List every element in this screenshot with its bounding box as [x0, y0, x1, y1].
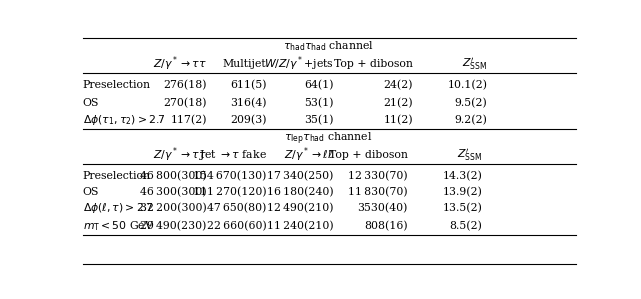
Text: $Z/\gamma^* \rightarrow \tau\tau$: $Z/\gamma^* \rightarrow \tau\tau$: [153, 146, 207, 164]
Text: 270(18): 270(18): [163, 97, 207, 108]
Text: $\Delta\phi(\tau_1, \tau_2) > 2.7$: $\Delta\phi(\tau_1, \tau_2) > 2.7$: [83, 113, 165, 127]
Text: 316(4): 316(4): [230, 97, 267, 108]
Text: 53(1): 53(1): [304, 97, 333, 108]
Text: 808(16): 808(16): [364, 221, 408, 231]
Text: 32 200(300): 32 200(300): [140, 203, 207, 213]
Text: Preselection: Preselection: [83, 171, 151, 181]
Text: 64(1): 64(1): [304, 80, 333, 91]
Text: 24(2): 24(2): [383, 80, 413, 91]
Text: 12 490(210): 12 490(210): [267, 203, 333, 213]
Text: 117(2): 117(2): [171, 115, 207, 125]
Text: Preselection: Preselection: [83, 80, 151, 90]
Text: $\Delta\phi(\ell, \tau) > 2.7$: $\Delta\phi(\ell, \tau) > 2.7$: [83, 201, 153, 215]
Text: $m_{\rm T} < 50$ GeV: $m_{\rm T} < 50$ GeV: [83, 219, 154, 233]
Text: 8.5(2): 8.5(2): [449, 221, 483, 231]
Text: OS: OS: [83, 187, 99, 197]
Text: 17 340(250): 17 340(250): [267, 170, 333, 181]
Text: 11(2): 11(2): [383, 115, 413, 125]
Text: 13.9(2): 13.9(2): [443, 187, 483, 197]
Text: $\tau_{\rm lep}\tau_{\rm had}$ channel: $\tau_{\rm lep}\tau_{\rm had}$ channel: [285, 130, 372, 147]
Text: $W/Z/\gamma^*$+jets: $W/Z/\gamma^*$+jets: [263, 54, 333, 73]
Text: 46 300(300): 46 300(300): [140, 187, 207, 197]
Text: 10.1(2): 10.1(2): [447, 80, 487, 91]
Text: 22 660(60): 22 660(60): [206, 221, 267, 231]
Text: 13.5(2): 13.5(2): [443, 203, 483, 213]
Text: 276(18): 276(18): [163, 80, 207, 91]
Text: 9.5(2): 9.5(2): [454, 97, 487, 108]
Text: 11 830(70): 11 830(70): [348, 187, 408, 197]
Text: $Z^{\prime}_{\rm SSM}$: $Z^{\prime}_{\rm SSM}$: [462, 56, 487, 71]
Text: $Z/\gamma^* \rightarrow \ell\ell$: $Z/\gamma^* \rightarrow \ell\ell$: [285, 146, 333, 164]
Text: 3530(40): 3530(40): [358, 203, 408, 213]
Text: 14.3(2): 14.3(2): [443, 170, 483, 181]
Text: 111 270(120): 111 270(120): [193, 187, 267, 197]
Text: 154 670(130): 154 670(130): [193, 170, 267, 181]
Text: Multijet: Multijet: [223, 59, 267, 68]
Text: 9.2(2): 9.2(2): [454, 115, 487, 125]
Text: 11 240(210): 11 240(210): [267, 221, 333, 231]
Text: 35(1): 35(1): [304, 115, 333, 125]
Text: $Z^{\prime}_{\rm SSM}$: $Z^{\prime}_{\rm SSM}$: [457, 147, 483, 163]
Text: 21(2): 21(2): [383, 97, 413, 108]
Text: $Z/\gamma^* \rightarrow \tau\tau$: $Z/\gamma^* \rightarrow \tau\tau$: [153, 54, 207, 73]
Text: Jet $\rightarrow \tau$ fake: Jet $\rightarrow \tau$ fake: [199, 148, 267, 162]
Text: Top + diboson: Top + diboson: [334, 59, 413, 68]
Text: 16 180(240): 16 180(240): [267, 187, 333, 197]
Text: 611(5): 611(5): [230, 80, 267, 91]
Text: 46 800(300): 46 800(300): [140, 170, 207, 181]
Text: 12 330(70): 12 330(70): [348, 170, 408, 181]
Text: 209(3): 209(3): [230, 115, 267, 125]
Text: $\tau_{\rm had}\tau_{\rm had}$ channel: $\tau_{\rm had}\tau_{\rm had}$ channel: [283, 39, 374, 53]
Text: OS: OS: [83, 98, 99, 108]
Text: Top + diboson: Top + diboson: [329, 150, 408, 160]
Text: 29 490(230): 29 490(230): [140, 221, 207, 231]
Text: 47 650(80): 47 650(80): [207, 203, 267, 213]
